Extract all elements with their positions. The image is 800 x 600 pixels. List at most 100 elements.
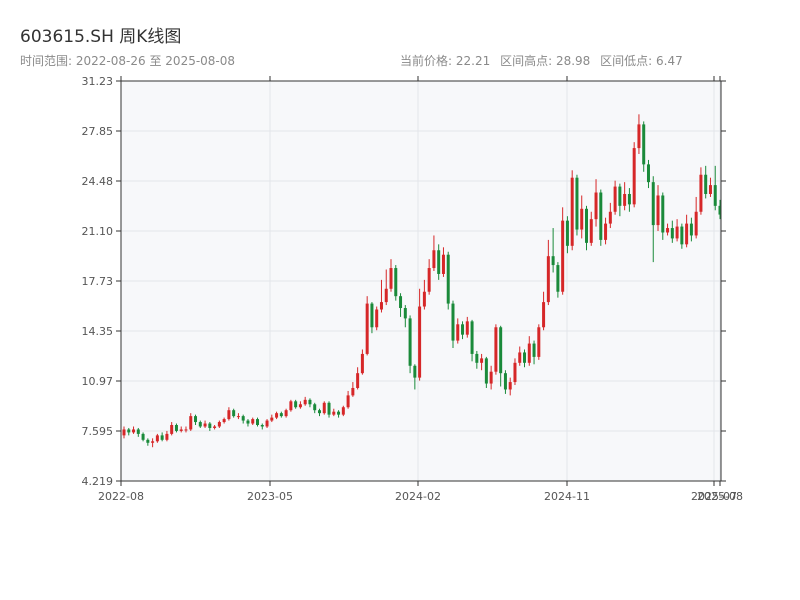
candle-body <box>694 211 698 236</box>
candle-body <box>365 303 369 354</box>
candle <box>327 401 331 418</box>
candle <box>313 402 317 414</box>
candle <box>546 239 550 306</box>
candle-body <box>580 208 584 230</box>
candle <box>151 438 155 448</box>
candle-body <box>146 439 150 443</box>
candle <box>236 413 240 420</box>
candle-body <box>165 433 169 440</box>
candle-body <box>184 429 188 431</box>
candle <box>384 269 388 306</box>
candle-body <box>523 352 527 363</box>
candle <box>580 195 584 239</box>
candle <box>604 217 608 245</box>
candle-body <box>570 177 574 246</box>
candle-body <box>613 186 617 212</box>
y-tick-label: 17.73 <box>82 275 114 288</box>
candle-body <box>265 420 269 427</box>
candle <box>360 349 364 375</box>
candle-body <box>618 186 622 206</box>
x-tick-label: 2025-08 <box>697 490 743 503</box>
candle <box>484 356 488 388</box>
range-start: 2022-08-26 <box>75 54 146 68</box>
candle <box>260 423 264 430</box>
candle <box>441 247 445 277</box>
candle <box>179 426 183 433</box>
candle <box>227 407 231 421</box>
candle <box>456 318 460 344</box>
candle <box>503 370 507 394</box>
candle <box>389 259 393 292</box>
candle <box>527 336 531 366</box>
candle-body <box>456 324 460 341</box>
candle-body <box>270 417 274 421</box>
candle <box>613 180 617 215</box>
candle-body <box>370 303 374 328</box>
candle-body <box>508 382 512 390</box>
candle-body <box>584 208 588 243</box>
candle-body <box>656 195 660 226</box>
candle-body <box>446 254 450 304</box>
candle <box>475 350 479 369</box>
candle <box>499 325 503 387</box>
candle-body <box>246 420 250 424</box>
candle-body <box>546 256 550 303</box>
candle <box>351 382 355 397</box>
candle-body <box>527 343 531 363</box>
candle <box>184 426 188 433</box>
candle-body <box>532 343 536 357</box>
candle <box>542 291 546 331</box>
range-end: 2025-08-08 <box>165 54 236 68</box>
candle-body <box>232 410 236 417</box>
candle <box>461 321 465 340</box>
candle <box>575 174 579 236</box>
candle-body <box>699 174 703 212</box>
candle <box>418 288 422 381</box>
candle-body <box>289 401 293 411</box>
candle-body <box>251 419 255 424</box>
candle <box>189 413 193 431</box>
range-to: 至 <box>149 54 162 68</box>
candle-body <box>203 423 207 427</box>
candle-body <box>384 288 388 303</box>
candle <box>489 365 493 390</box>
candle <box>446 251 450 310</box>
candle-body <box>308 399 312 405</box>
candle-body <box>489 371 493 384</box>
y-tick-label: 31.23 <box>82 75 114 88</box>
candle-body <box>637 124 641 149</box>
candle <box>232 408 236 418</box>
candle <box>279 411 283 418</box>
candle <box>222 417 226 424</box>
candle <box>713 165 717 211</box>
candle-body <box>236 416 240 418</box>
candle <box>375 306 379 331</box>
candle-body <box>394 268 398 297</box>
candle <box>623 182 627 211</box>
candle-body <box>537 327 541 357</box>
chart-title: 603615.SH 周K线图 <box>20 27 182 47</box>
candle-body <box>575 177 579 230</box>
candle-body <box>475 353 479 363</box>
candle <box>670 220 674 243</box>
candle-body <box>418 306 422 378</box>
candle-body <box>685 223 689 245</box>
candle-body <box>627 193 631 205</box>
candle-body <box>160 435 164 440</box>
candle-body <box>151 441 155 443</box>
candle <box>170 422 174 436</box>
candle <box>217 420 221 428</box>
candle-body <box>623 193 627 206</box>
axes-layer: 4.219 7.595 10.97 14.35 17.73 21.10 24.48 27.85… <box>82 75 743 503</box>
candle-body <box>608 211 612 224</box>
candle <box>675 219 679 242</box>
candle-body <box>408 318 412 366</box>
candle <box>308 398 312 408</box>
candle <box>651 176 655 263</box>
y-tick-label: 4.219 <box>82 475 114 488</box>
x-tick-label: 2022-08 <box>98 490 144 503</box>
candle <box>270 414 274 423</box>
candle-body <box>174 425 178 431</box>
candle <box>165 430 169 442</box>
